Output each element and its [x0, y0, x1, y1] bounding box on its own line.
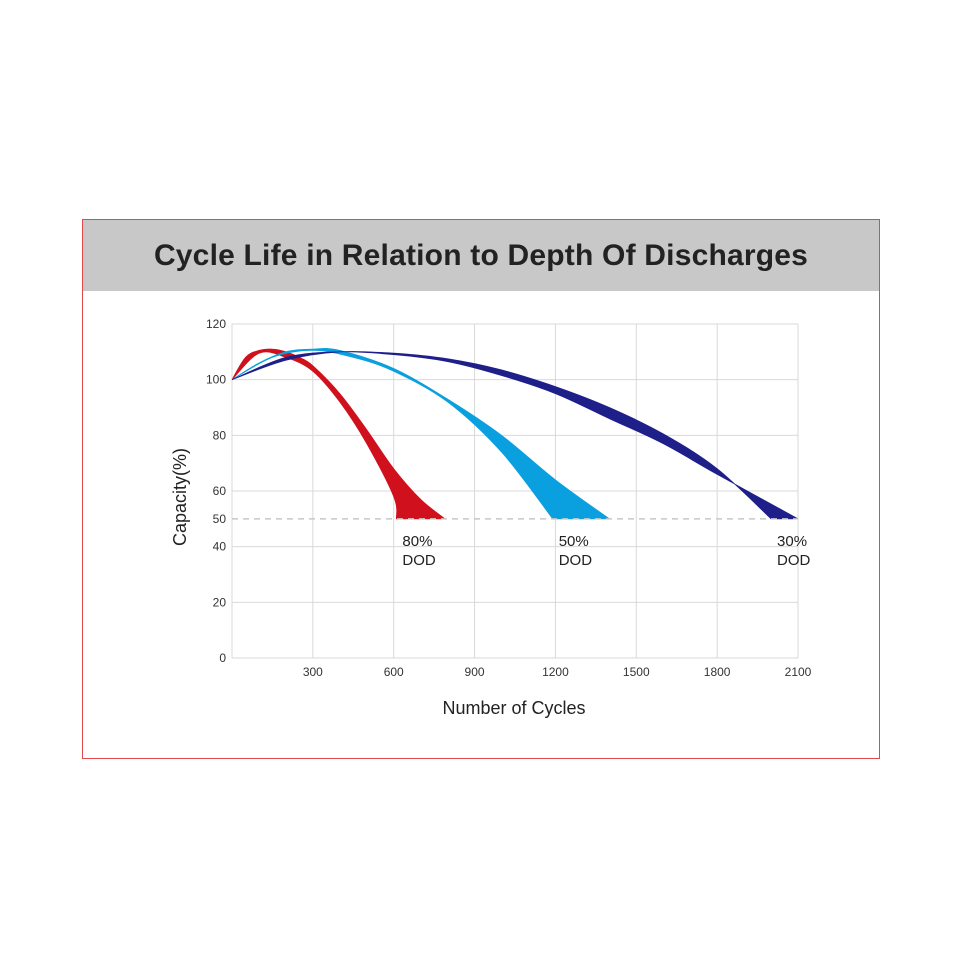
title-bar: Cycle Life in Relation to Depth Of Disch… — [83, 220, 879, 291]
x-tick-label: 1200 — [542, 665, 569, 679]
chart-title: Cycle Life in Relation to Depth Of Disch… — [153, 238, 809, 272]
grid — [231, 323, 799, 659]
y-tick-label: 120 — [206, 317, 226, 331]
band-50-dod — [231, 348, 611, 520]
x-axis-label: Number of Cycles — [442, 698, 585, 718]
y-tick-label: 40 — [213, 540, 227, 554]
chart-card: Cycle Life in Relation to Depth Of Disch… — [82, 219, 880, 759]
y-axis-label: Capacity(%) — [170, 448, 190, 546]
x-tick-label: 1500 — [623, 665, 650, 679]
x-tick-label: 1800 — [704, 665, 731, 679]
series-label-30-percent: 30% — [777, 533, 807, 550]
y-tick-label: 100 — [206, 373, 226, 387]
series-label-50-dod: DOD — [559, 552, 593, 569]
y-tick-label: 20 — [213, 595, 227, 609]
y-tick-label: 0 — [219, 651, 226, 665]
x-tick-label: 2100 — [785, 665, 812, 679]
tick-labels: 300 600 900 1200 1500 1800 2100 0 20 40 50 60 80 100 1… — [206, 317, 812, 679]
x-tick-label: 300 — [303, 665, 323, 679]
series-label-80-percent: 80% — [402, 533, 432, 550]
cycle-life-chart: 300 600 900 1200 1500 1800 2100 0 20 40 50 60 80 100 1… — [170, 317, 812, 718]
series-label-80-dod: DOD — [402, 552, 436, 569]
series-label-50-percent: 50% — [559, 533, 589, 550]
y-tick-label: 50 — [213, 512, 227, 526]
series-labels: 80% DOD 50% DOD 30% DOD — [402, 533, 810, 569]
series-label-30-dod: DOD — [777, 552, 811, 569]
x-tick-label: 900 — [465, 665, 485, 679]
y-tick-label: 80 — [213, 428, 227, 442]
x-tick-label: 600 — [384, 665, 404, 679]
band-80-dod — [231, 348, 447, 520]
y-tick-label: 60 — [213, 484, 227, 498]
series-bands — [231, 348, 799, 520]
